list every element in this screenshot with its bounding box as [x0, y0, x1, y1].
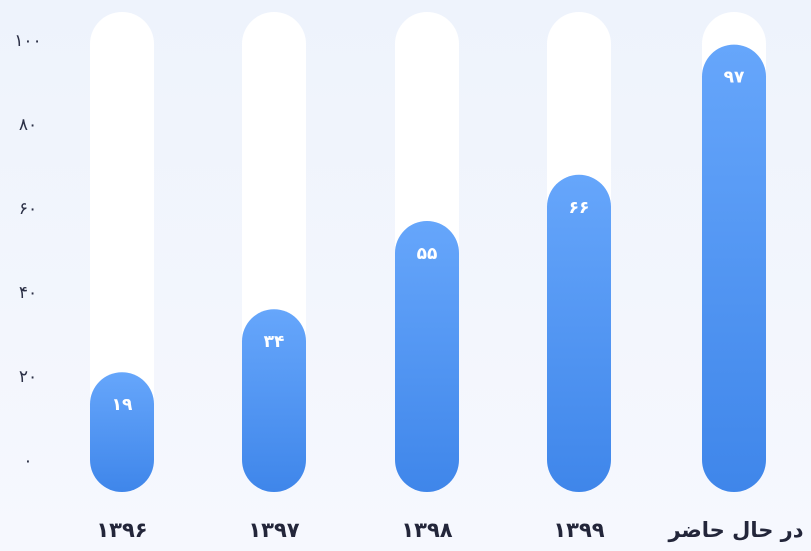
x-tick-label: ۱۳۹۷	[248, 518, 299, 542]
y-tick-label: ۸۰	[19, 115, 37, 135]
bar	[242, 309, 306, 492]
x-tick-label: در حال حاضر	[667, 518, 803, 542]
y-tick-label: ۲۰	[19, 367, 37, 387]
bar	[395, 221, 459, 492]
y-tick-label: ۱۰۰	[14, 31, 41, 51]
bar	[90, 372, 154, 492]
y-tick-label: ۰	[23, 451, 32, 471]
y-axis: ۰ ۲۰ ۴۰ ۶۰ ۸۰ ۱۰۰	[14, 31, 41, 471]
bar-track	[90, 12, 154, 492]
x-axis: ۱۳۹۶ ۱۳۹۷ ۱۳۹۸ ۱۳۹۹ در حال حاضر	[96, 518, 803, 542]
bar-value-label: ۱۹	[112, 395, 133, 415]
bar-value-label: ۵۵	[417, 244, 438, 264]
bar-value-label: ۳۴	[264, 332, 285, 352]
bar	[702, 44, 766, 492]
bar-value-label: ۹۷	[724, 68, 745, 88]
bar	[547, 174, 611, 493]
bars: ۱۹ ۳۴ ۵۵ ۶۶ ۹۷	[90, 12, 766, 493]
x-tick-label: ۱۳۹۸	[401, 518, 452, 542]
x-tick-label: ۱۳۹۶	[96, 518, 147, 542]
bar-value-label: ۶۶	[569, 198, 590, 218]
y-tick-label: ۴۰	[19, 283, 37, 303]
x-tick-label: ۱۳۹۹	[553, 518, 604, 542]
y-tick-label: ۶۰	[19, 199, 37, 219]
